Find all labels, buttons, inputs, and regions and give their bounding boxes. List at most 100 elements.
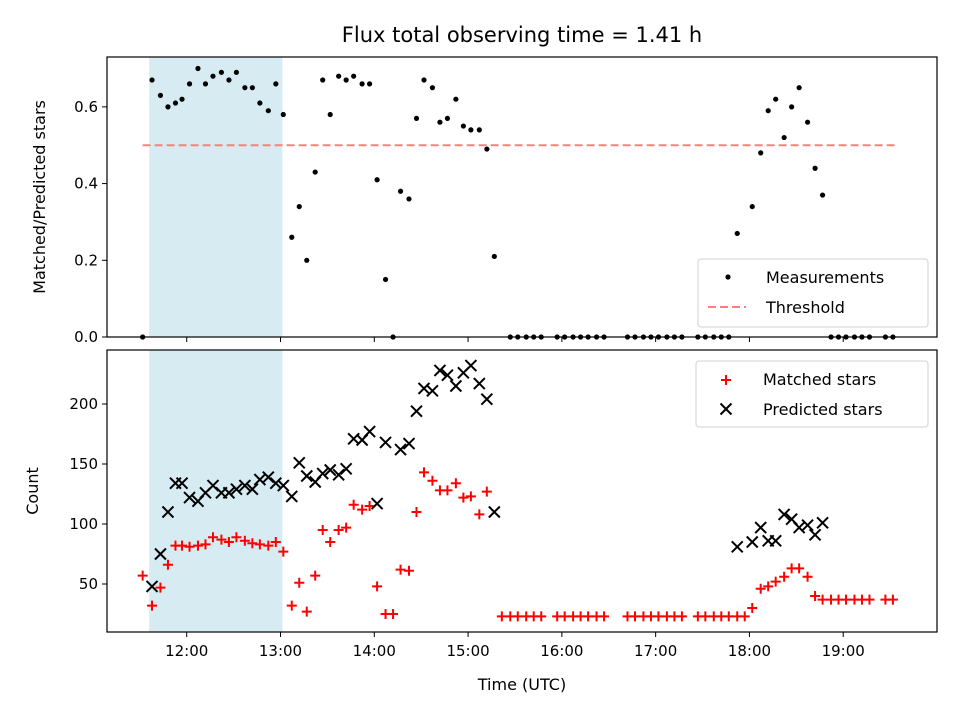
predicted-star-point <box>154 547 167 561</box>
matched-star-point <box>395 564 406 575</box>
legend-measurement-marker <box>725 274 731 280</box>
predicted-star-point <box>230 482 243 496</box>
x-tick-label: 15:00 <box>446 642 489 660</box>
y-tick-label: 200 <box>69 395 98 413</box>
measurement-point <box>280 111 286 118</box>
y-tick-label: 0.2 <box>74 251 98 269</box>
predicted-star-point <box>473 377 486 390</box>
x-tick-label: 16:00 <box>540 642 583 660</box>
top-y-axis: 0.0 0.2 0.4 0.6 <box>74 98 107 346</box>
predicted-star-point <box>222 486 236 500</box>
matched-star-point <box>810 591 821 601</box>
predicted-star-point <box>426 384 439 398</box>
matched-star-point <box>364 501 375 511</box>
matched-star-point <box>325 537 336 547</box>
x-tick-label: 19:00 <box>822 642 865 660</box>
matched-star-point <box>162 559 173 570</box>
measurement-point <box>289 234 295 240</box>
measurement-point <box>179 96 185 102</box>
bottom-legend: Matched stars Predicted stars <box>695 360 929 428</box>
measurement-point <box>453 96 459 102</box>
figure-title: Flux total observing time = 1.41 h <box>342 23 702 47</box>
measurement-point <box>468 127 474 133</box>
matched-star-point <box>147 600 158 611</box>
matched-star-point <box>270 537 281 547</box>
x-tick-label: 17:00 <box>634 642 677 660</box>
predicted-star-point <box>801 518 814 532</box>
matched-star-point <box>739 611 750 622</box>
matched-star-point <box>465 491 476 502</box>
measurement-point <box>257 100 263 106</box>
measurement-point <box>789 104 795 110</box>
x-tick-label: 18:00 <box>728 642 771 660</box>
predicted-star-point <box>464 359 478 372</box>
matched-star-point <box>223 537 234 547</box>
predicted-star-point <box>238 479 252 492</box>
measurement-point <box>296 203 302 210</box>
bottom-x-axis: 12:00 13:00 14:00 15:00 16:00 17:00 18:00 19:00 <box>165 632 865 660</box>
matched-star-point <box>512 611 523 622</box>
predicted-star-point <box>277 479 290 492</box>
predicted-star-point <box>754 521 767 534</box>
measurement-point <box>765 108 771 114</box>
measurement-point <box>304 257 310 263</box>
predicted-star-point <box>324 463 337 477</box>
predicted-star-point <box>731 540 744 554</box>
matched-star-point <box>192 540 203 551</box>
matched-star-point <box>278 546 289 557</box>
matched-star-point <box>583 611 594 622</box>
predicted-star-point <box>410 404 423 418</box>
matched-star-point <box>458 492 469 503</box>
predicted-star-point <box>816 516 829 530</box>
predicted-star-point <box>363 425 376 438</box>
matched-star-point <box>887 594 898 605</box>
matched-star-point <box>254 539 265 550</box>
observing-window-band <box>149 57 283 337</box>
y-tick-label: 100 <box>69 515 98 533</box>
matched-star-point <box>357 504 368 515</box>
predicted-star-point <box>285 490 298 503</box>
predicted-star-point <box>379 436 392 449</box>
top-axes-frame <box>106 56 938 338</box>
matched-star-point <box>676 611 687 622</box>
bottom-axes-frame <box>106 349 938 633</box>
measurement-point <box>233 69 240 75</box>
matched-star-point <box>177 540 188 551</box>
predicted-star-point <box>777 508 791 521</box>
measurement-point <box>202 81 209 87</box>
measurement-point <box>149 77 155 83</box>
y-tick-label: 0.0 <box>74 328 98 346</box>
predicted-star-point <box>394 443 407 456</box>
matched-star-point <box>333 525 344 535</box>
measurement-point <box>157 92 164 98</box>
matched-star-point <box>403 565 414 576</box>
measurement-point <box>242 85 248 91</box>
measurement-point <box>374 177 380 183</box>
measurement-point <box>382 276 389 283</box>
predicted-star-point <box>769 534 782 548</box>
predicted-star-point <box>332 468 345 482</box>
measurement-point <box>796 85 802 91</box>
matched-star-point <box>841 594 852 605</box>
predicted-star-point <box>808 528 822 542</box>
measurement-point <box>491 253 497 260</box>
measurement-point <box>429 85 436 91</box>
legend-predicted-label: Predicted stars <box>763 400 883 419</box>
bottom-y-axis: 50 100 150 200 <box>69 395 107 593</box>
matched-star-point <box>747 603 758 613</box>
predicted-star-point <box>370 497 384 510</box>
measurement-point <box>312 169 318 175</box>
predicted-star-point <box>300 469 313 483</box>
matched-star-point <box>723 611 734 622</box>
matched-star-point <box>755 583 766 594</box>
top-x-axis <box>186 337 844 342</box>
matched-star-point <box>864 594 875 605</box>
measurement-point <box>476 127 482 133</box>
matched-star-point <box>200 539 211 550</box>
measurement-point <box>444 115 451 121</box>
predicted-star-point <box>293 456 306 470</box>
y-tick-label: 150 <box>69 455 98 473</box>
predicted-star-point <box>246 482 259 496</box>
matched-star-point <box>496 611 507 622</box>
